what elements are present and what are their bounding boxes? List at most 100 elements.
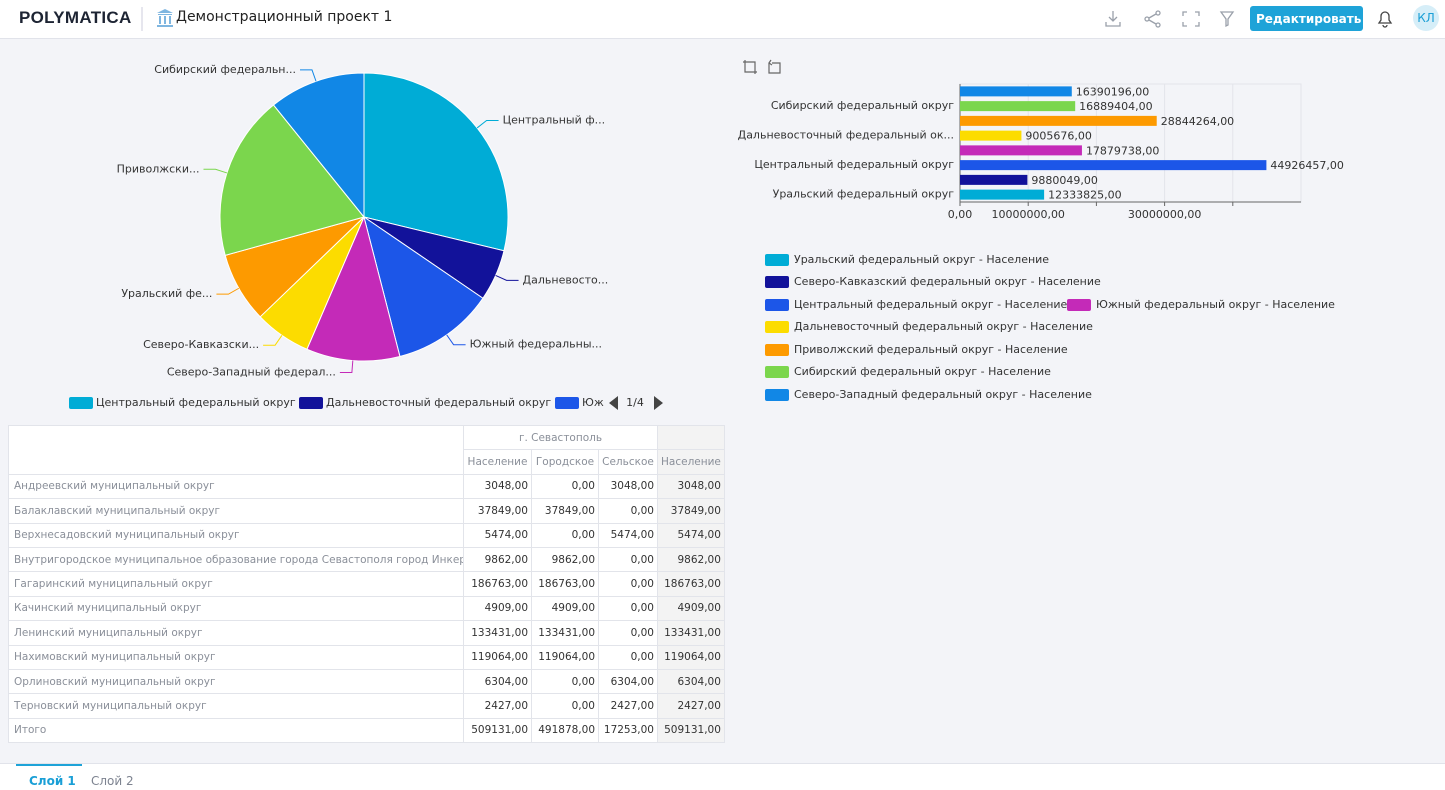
leader-line — [300, 69, 317, 82]
cell: 3048,00 — [598, 473, 658, 500]
table-row: Внутригородское муниципальное образовани… — [8, 546, 725, 573]
pie-label: Центральный ф... — [503, 114, 606, 127]
row-label: Внутригородское муниципальное образовани… — [8, 546, 464, 573]
cell: 133431,00 — [531, 620, 599, 646]
y-tick-label: Центральный федеральный округ — [754, 158, 954, 171]
value-label: 17879738,00 — [1086, 144, 1159, 157]
cell: 6304,00 — [598, 668, 658, 695]
table-row: Итого 509131,00 491878,00 17253,00 509131,00 — [8, 717, 725, 744]
cell: 0,00 — [531, 668, 599, 695]
legend-label: Сибирский федеральный округ - Население — [794, 365, 1051, 378]
legend-label: Приволжский федеральный округ - Населени… — [794, 343, 1068, 356]
cell: 6304,00 — [657, 668, 725, 695]
cell: 5474,00 — [598, 522, 658, 548]
chart-tools[interactable] — [743, 59, 781, 74]
cell: 0,00 — [598, 595, 658, 622]
cell: 5474,00 — [463, 522, 532, 548]
logo[interactable]: POLYMATICA — [19, 8, 132, 27]
pie-label: Уральский фе... — [121, 287, 212, 300]
cell: 37849,00 — [531, 498, 599, 524]
cell: 133431,00 — [657, 620, 725, 646]
value-label: 44926457,00 — [1270, 159, 1343, 172]
bar — [960, 115, 1157, 126]
group-header: г. Севастополь — [463, 424, 658, 451]
notifications-icon[interactable] — [1374, 7, 1396, 31]
bar — [960, 130, 1022, 141]
edit-button[interactable]: Редактировать — [1250, 6, 1363, 31]
legend-label: Дальневосточный федеральный округ - Насе… — [794, 320, 1093, 333]
table-row: Балаклавский муниципальный округ 37849,00… — [8, 498, 725, 524]
pie-label: Северо-Кавказски... — [143, 338, 259, 351]
table-row: Орлиновский муниципальный округ 6304,00 0,… — [8, 668, 725, 695]
cell: 0,00 — [531, 473, 599, 500]
cell: 119064,00 — [531, 644, 599, 670]
legend-swatch — [765, 366, 789, 378]
cell: 2427,00 — [463, 693, 532, 719]
column-header: Городское — [531, 449, 599, 475]
cell: 0,00 — [531, 693, 599, 719]
layer-tab[interactable]: Слой 2 — [91, 774, 134, 788]
row-label: Орлиновский муниципальный округ — [8, 668, 464, 695]
legend-label: Северо-Кавказский федеральный округ - На… — [794, 275, 1101, 288]
cell: 6304,00 — [463, 668, 532, 695]
cell: 119064,00 — [657, 644, 725, 670]
legend-label: Центральный федеральный округ - Населени… — [794, 298, 1068, 311]
value-label: 9880049,00 — [1031, 174, 1097, 187]
pie-slice — [363, 72, 509, 252]
x-tick-label: 10000000,00 — [991, 208, 1064, 221]
table-row: Нахимовский муниципальный округ 119064,00… — [8, 644, 725, 670]
y-tick-label: Дальневосточный федеральный ок... — [738, 129, 954, 142]
value-label: 16889404,00 — [1079, 100, 1152, 113]
cell: 0,00 — [531, 522, 599, 548]
pie-label: Сибирский федеральн... — [154, 63, 296, 76]
corner-cell — [8, 425, 464, 475]
legend-label: Центральный федеральный округ — [96, 396, 296, 409]
row-label: Нахимовский муниципальный округ — [8, 644, 464, 670]
pie-slice — [219, 104, 365, 256]
legend-prev[interactable] — [609, 396, 618, 410]
cell: 491878,00 — [531, 717, 599, 744]
cell: 37849,00 — [463, 498, 532, 524]
table-row: Андреевский муниципальный округ 3048,00 0,… — [8, 473, 725, 500]
legend-next[interactable] — [654, 396, 663, 410]
bar — [960, 189, 1045, 200]
header: POLYMATICA Демонстрационный проект 1 Ред… — [0, 0, 1445, 39]
cell: 186763,00 — [657, 571, 725, 597]
legend-swatch — [765, 254, 789, 266]
cell: 3048,00 — [657, 473, 725, 500]
cell: 119064,00 — [463, 644, 532, 670]
column-header: Население — [657, 449, 725, 475]
column-header: Сельское — [598, 449, 658, 475]
user-avatar[interactable]: КЛ — [1413, 5, 1439, 31]
leader-line — [476, 120, 499, 129]
table-row: Верхнесадовский муниципальный округ 5474,… — [8, 522, 725, 548]
toolbar-icons[interactable] — [1100, 7, 1240, 31]
legend-swatch — [765, 276, 789, 288]
header-row: г. Севастополь — [8, 424, 725, 475]
legend-swatch — [765, 321, 789, 333]
cell: 0,00 — [598, 620, 658, 646]
legend-swatch — [765, 299, 789, 311]
cell: 9862,00 — [463, 546, 532, 573]
pie-label: Дальневосто... — [523, 273, 609, 286]
pie-label: Северо-Западный федерал... — [167, 366, 336, 379]
data-table: г. Севастополь Население Городское Сельское… — [8, 424, 725, 744]
cell: 186763,00 — [531, 571, 599, 597]
cell: 4909,00 — [531, 595, 599, 622]
cell: 0,00 — [598, 498, 658, 524]
cell: 0,00 — [598, 644, 658, 670]
legend-swatch — [299, 397, 323, 409]
cell: 17253,00 — [598, 717, 658, 744]
legend-swatch — [555, 397, 579, 409]
value-label: 16390196,00 — [1076, 85, 1149, 98]
cell: 509131,00 — [657, 717, 725, 744]
layer-tab[interactable]: Слой 1 — [29, 774, 76, 788]
cell: 509131,00 — [463, 717, 532, 744]
leader-line — [339, 360, 354, 374]
bar — [960, 145, 1082, 156]
cell: 4909,00 — [657, 595, 725, 622]
leader-line — [216, 287, 240, 295]
y-tick-label: Сибирский федеральный округ — [771, 99, 954, 112]
bar — [960, 86, 1072, 97]
cell: 37849,00 — [657, 498, 725, 524]
